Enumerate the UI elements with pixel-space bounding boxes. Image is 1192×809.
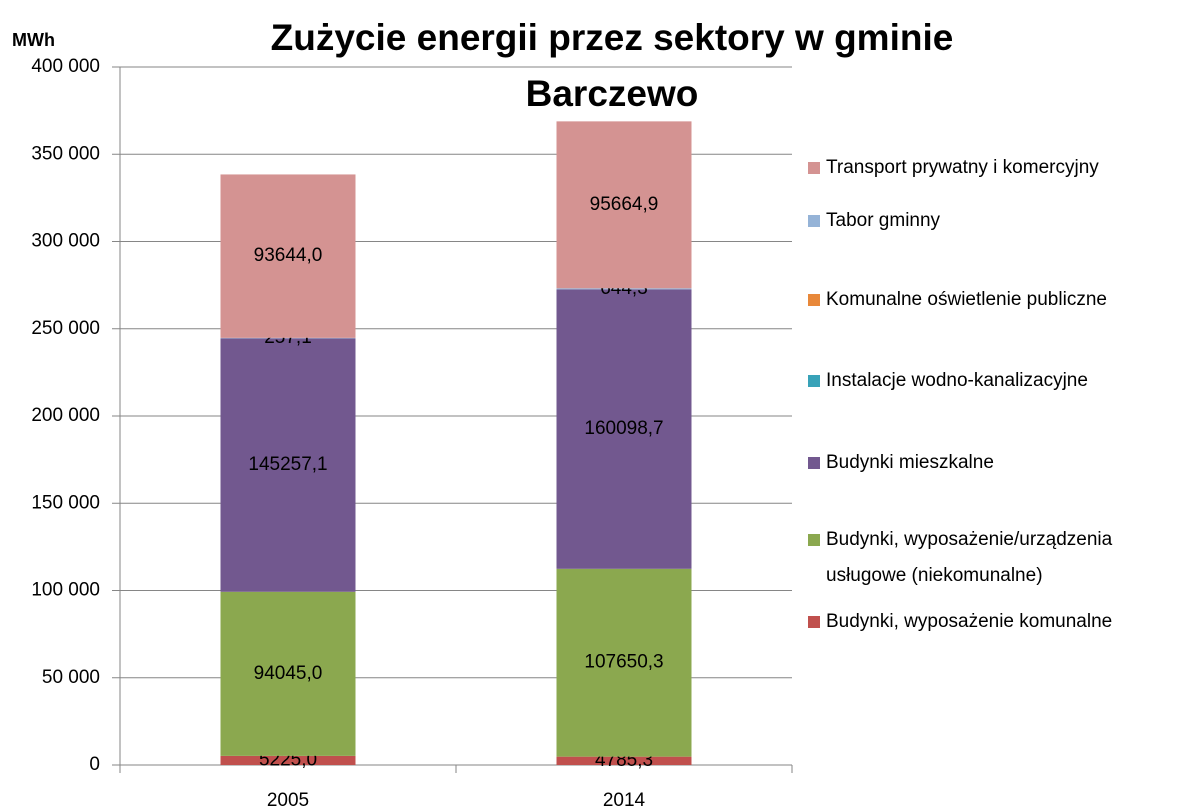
legend-item: Komunalne oświetlenie publiczne	[808, 282, 1107, 318]
legend-item: Budynki, wyposażenie/urządzenia usługowe…	[808, 522, 1176, 594]
x-tick-label: 2005	[267, 790, 309, 809]
bar-segment	[556, 289, 692, 569]
y-tick-label: 250 000	[31, 318, 100, 339]
bar-segment	[556, 121, 692, 289]
legend-label: Budynki mieszkalne	[826, 452, 994, 473]
legend-swatch	[808, 457, 820, 469]
y-tick-label: 400 000	[31, 56, 100, 77]
legend-item: Instalacje wodno-kanalizacyjne	[808, 363, 1088, 399]
data-label: 94045,0	[254, 663, 323, 684]
legend-swatch	[808, 162, 820, 174]
legend-swatch	[808, 375, 820, 387]
y-tick-label: 50 000	[42, 667, 100, 688]
bar-segment	[556, 756, 692, 765]
legend-label: Komunalne oświetlenie publiczne	[826, 289, 1107, 310]
legend-swatch	[808, 616, 820, 628]
legend-item: Budynki mieszkalne	[808, 445, 994, 481]
legend-item: Budynki, wyposażenie komunalne	[808, 604, 1112, 640]
y-tick-label: 0	[89, 754, 100, 775]
legend-item: Tabor gminny	[808, 203, 940, 239]
chart-title: Zużycie energii przez sektory w gminie B…	[270, 17, 954, 114]
legend-swatch	[808, 215, 820, 227]
legend-swatch	[808, 534, 820, 546]
y-tick-label: 150 000	[31, 492, 100, 513]
legend-label: Budynki, wyposażenie/urządzenia usługowe…	[826, 529, 1113, 586]
bar-segment	[220, 755, 356, 765]
data-label: 95664,9	[590, 194, 659, 215]
legend-item: Transport prywatny i komercyjny	[808, 150, 1099, 186]
bar-segment	[220, 174, 356, 338]
y-tick-label: 200 000	[31, 405, 100, 426]
data-label: 107650,3	[584, 652, 663, 673]
legend-label: Budynki, wyposażenie komunalne	[826, 611, 1113, 632]
legend-label: Transport prywatny i komercyjny	[826, 157, 1099, 178]
y-tick-label: 100 000	[31, 580, 100, 601]
y-axis-label: MWh	[12, 30, 55, 50]
bar-segment	[556, 568, 692, 757]
data-label: 160098,7	[584, 418, 663, 439]
legend-swatch	[808, 294, 820, 306]
legend-label: Tabor gminny	[826, 210, 941, 231]
data-label: 145257,1	[248, 454, 327, 475]
data-label: 93644,0	[254, 245, 323, 266]
legend-label: Instalacje wodno-kanalizacyjne	[826, 370, 1088, 391]
x-tick-label: 2014	[603, 790, 646, 809]
y-tick-label: 300 000	[31, 231, 100, 252]
y-tick-label: 350 000	[31, 143, 100, 164]
bar-segment	[556, 288, 692, 290]
bar-segment	[220, 338, 356, 592]
bar-segment	[220, 591, 356, 756]
